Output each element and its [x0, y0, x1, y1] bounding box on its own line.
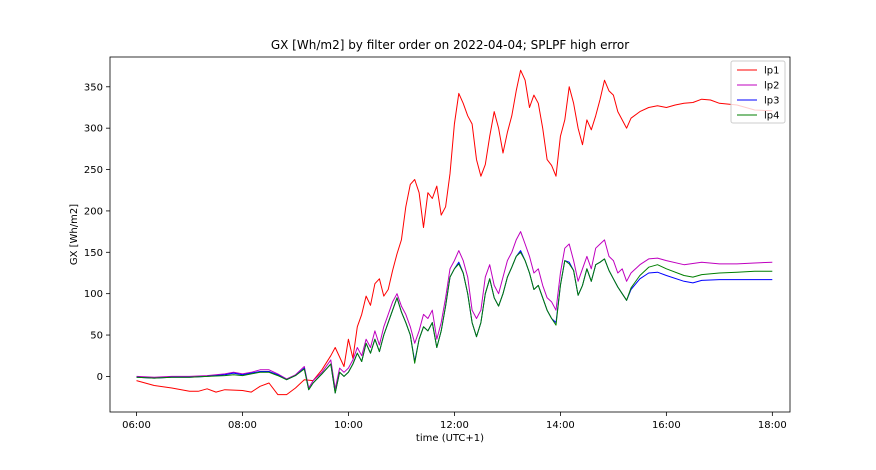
- series-layer: [136, 69, 773, 396]
- legend-label-lp2: lp2: [764, 81, 780, 92]
- y-axis-label: GX [Wh/m2]: [69, 204, 80, 265]
- y-tick-label: 0: [97, 372, 103, 383]
- x-tick-label: 14:00: [546, 420, 575, 431]
- series-line-lp2: [136, 231, 773, 390]
- legend-label-lp3: lp3: [764, 96, 780, 107]
- chart-title: GX [Wh/m2] by filter order on 2022-04-04…: [271, 38, 629, 52]
- y-tick-label: 50: [90, 331, 103, 342]
- plot-area: [110, 57, 790, 412]
- y-tick-label: 300: [84, 124, 103, 135]
- plot-frame: [109, 56, 791, 413]
- legend: lp1 lp2 lp3 lp4: [730, 60, 786, 124]
- x-tick-label: 08:00: [228, 420, 257, 431]
- legend-box: [730, 60, 786, 124]
- x-tick-label: 16:00: [652, 420, 681, 431]
- y-tick-label: 200: [84, 206, 103, 217]
- y-tick-label: 250: [84, 165, 103, 176]
- series-line-lp1: [136, 69, 773, 396]
- x-ticks: 06:00 08:00 10:00 12:00 14:00 16:00 18:00: [122, 412, 787, 431]
- y-ticks: 0 50 100 150 200 250 300 350: [84, 82, 110, 383]
- x-axis-label: time (UTC+1): [416, 433, 484, 444]
- x-tick-label: 06:00: [122, 420, 151, 431]
- legend-label-lp1: lp1: [764, 66, 780, 77]
- y-tick-label: 350: [84, 82, 103, 93]
- series-line-lp4: [136, 251, 773, 394]
- y-tick-label: 100: [84, 289, 103, 300]
- x-tick-label: 18:00: [758, 420, 787, 431]
- x-tick-label: 12:00: [440, 420, 469, 431]
- y-tick-label: 150: [84, 248, 103, 259]
- x-tick-label: 10:00: [334, 420, 363, 431]
- legend-label-lp4: lp4: [764, 111, 780, 122]
